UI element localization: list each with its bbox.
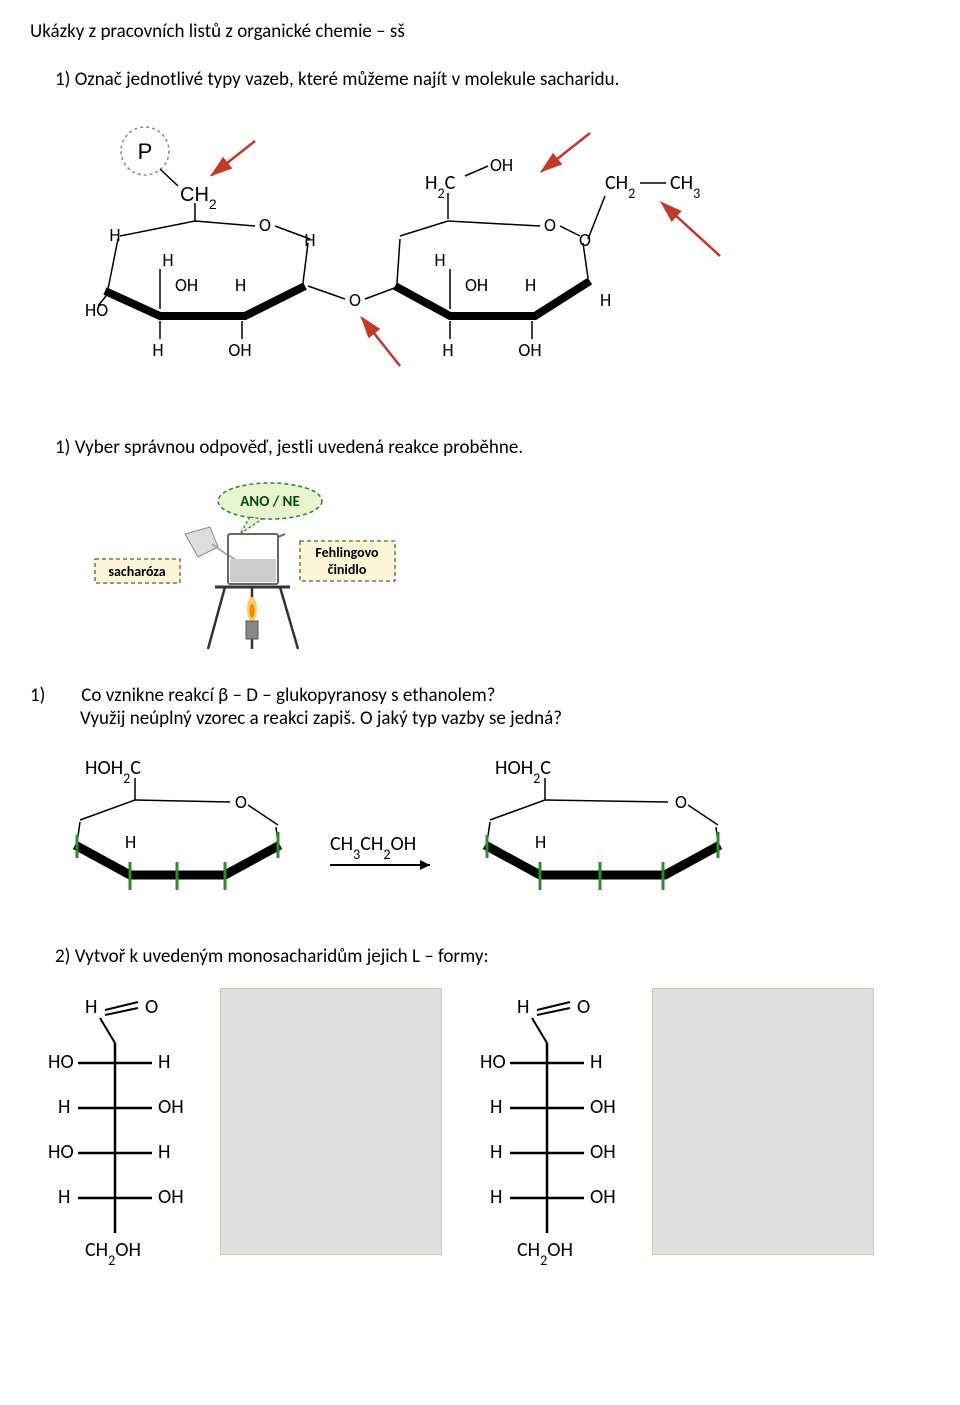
svg-text:O: O — [349, 289, 361, 311]
diagram-fischer-row: H O HOH HOH HOH HOH CH2OH H O HOH HOH HO… — [30, 988, 930, 1268]
svg-text:CH2: CH2 — [180, 184, 217, 212]
svg-text:O: O — [577, 995, 590, 1019]
label-sacharoza: sacharóza — [108, 563, 165, 580]
svg-text:CH3CH2OH: CH3CH2OH — [330, 832, 416, 863]
svg-text:O: O — [675, 791, 687, 813]
svg-text:CH2: CH2 — [605, 171, 635, 202]
answer-box-2[interactable] — [652, 988, 874, 1255]
question-2: 1) Vyber správnou odpověď, jestli uveden… — [55, 436, 930, 459]
q4-num: 2) — [55, 945, 70, 968]
q2-text: Vyber správnou odpověď, jestli uvedená r… — [75, 436, 523, 459]
svg-text:O: O — [235, 791, 247, 813]
svg-text:HO: HO — [480, 1050, 506, 1074]
svg-text:OH: OH — [228, 339, 251, 361]
svg-text:H2C: H2C — [425, 171, 456, 202]
svg-text:OH: OH — [465, 274, 488, 296]
svg-text:H: H — [158, 1140, 170, 1164]
label-fehling-2: činidlo — [328, 561, 367, 578]
fischer-mol-1: H O HOH HOH HOH HOH CH2OH — [30, 988, 200, 1268]
svg-text:HOH2C: HOH2C — [85, 756, 141, 787]
svg-text:CH3: CH3 — [670, 171, 700, 202]
svg-text:H: H — [525, 274, 536, 296]
answer-box-1[interactable] — [220, 988, 442, 1255]
svg-text:H: H — [434, 249, 445, 271]
q1-text: Označ jednotlivé typy vazeb, které můžem… — [75, 68, 620, 91]
q3-num: 1) — [55, 684, 77, 707]
svg-text:H: H — [590, 1050, 602, 1074]
svg-text:CH2OH: CH2OH — [517, 1238, 573, 1268]
svg-text:HO: HO — [85, 299, 108, 321]
svg-text:HO: HO — [48, 1140, 74, 1164]
svg-text:H: H — [58, 1095, 70, 1119]
svg-text:H: H — [158, 1050, 170, 1074]
svg-text:OH: OH — [158, 1185, 184, 1209]
svg-text:OH: OH — [490, 154, 513, 176]
question-4: 2) Vytvoř k uvedeným monosacharidům jeji… — [55, 945, 930, 968]
svg-text:P: P — [138, 139, 153, 164]
svg-text:H: H — [442, 339, 453, 361]
svg-text:OH: OH — [590, 1140, 616, 1164]
svg-text:H: H — [490, 1095, 502, 1119]
q4-text: Vytvoř k uvedeným monosacharidům jejich … — [75, 945, 489, 968]
svg-text:O: O — [259, 214, 271, 236]
label-fehling-1: Fehlingovo — [315, 544, 379, 561]
svg-text:H: H — [85, 995, 97, 1019]
svg-text:O: O — [145, 995, 158, 1019]
svg-text:HO: HO — [48, 1050, 74, 1074]
svg-text:OH: OH — [590, 1095, 616, 1119]
svg-text:HOH2C: HOH2C — [495, 756, 551, 787]
q3-text1: Co vznikne reakcí β – D – glukopyranosy … — [81, 684, 495, 707]
diagram-disaccharide: P CH2 H H O H OH H H OH HO O H2C OH CH2 … — [30, 111, 930, 411]
svg-text:H: H — [125, 831, 136, 853]
svg-text:OH: OH — [158, 1095, 184, 1119]
svg-text:H: H — [304, 229, 315, 251]
svg-text:CH2OH: CH2OH — [85, 1238, 141, 1268]
svg-text:O: O — [544, 214, 556, 236]
q3-text2: Využij neúplný vzorec a reakci zapiš. O … — [80, 707, 562, 730]
svg-text:H: H — [600, 289, 611, 311]
svg-text:H: H — [109, 224, 120, 246]
svg-text:OH: OH — [590, 1185, 616, 1209]
diagram-pyranose-reaction: HOH2C O H CH3CH2OH HOH2C O H — [30, 750, 930, 920]
question-1: 1) Označ jednotlivé typy vazeb, které mů… — [55, 68, 930, 91]
page-title: Ukázky z pracovních listů z organické ch… — [30, 20, 930, 43]
svg-text:H: H — [517, 995, 529, 1019]
svg-text:OH: OH — [175, 274, 198, 296]
svg-text:H: H — [235, 274, 246, 296]
q2-num: 1) — [55, 436, 70, 459]
diagram-fehling: ANO / NE sacharóza Fehlingovo činidlo — [90, 479, 930, 659]
svg-text:H: H — [58, 1185, 70, 1209]
svg-text:H: H — [490, 1140, 502, 1164]
bubble-text: ANO / NE — [240, 493, 300, 511]
svg-text:OH: OH — [518, 339, 541, 361]
q1-num: 1) — [55, 68, 70, 91]
svg-text:H: H — [152, 339, 163, 361]
question-3: 1) Co vznikne reakcí β – D – glukopyrano… — [55, 684, 930, 730]
svg-text:H: H — [162, 249, 173, 271]
svg-text:H: H — [535, 831, 546, 853]
svg-text:H: H — [490, 1185, 502, 1209]
svg-text:O: O — [579, 229, 591, 251]
fischer-mol-2: H O HOH HOH HOH HOH CH2OH — [462, 988, 632, 1268]
